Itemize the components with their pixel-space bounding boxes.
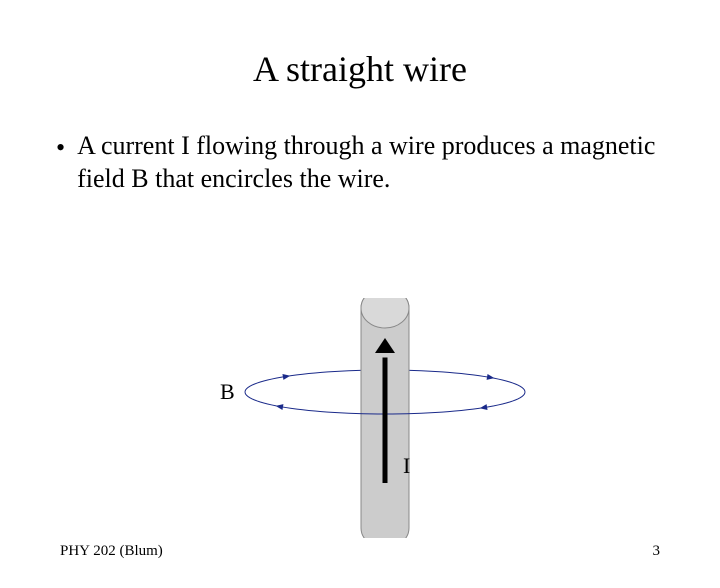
bullet-dot: • (56, 132, 65, 165)
bullet-item: • A current I flowing through a wire pro… (56, 130, 664, 195)
label-i: I (403, 453, 410, 479)
footer-course: PHY 202 (Blum) (60, 543, 163, 560)
label-b: B (220, 379, 235, 405)
bullet-text: A current I flowing through a wire produ… (77, 130, 664, 195)
wire-diagram (0, 298, 720, 538)
bullet-list: • A current I flowing through a wire pro… (56, 130, 664, 195)
slide-title: A straight wire (0, 48, 720, 90)
footer-page-number: 3 (653, 543, 661, 560)
